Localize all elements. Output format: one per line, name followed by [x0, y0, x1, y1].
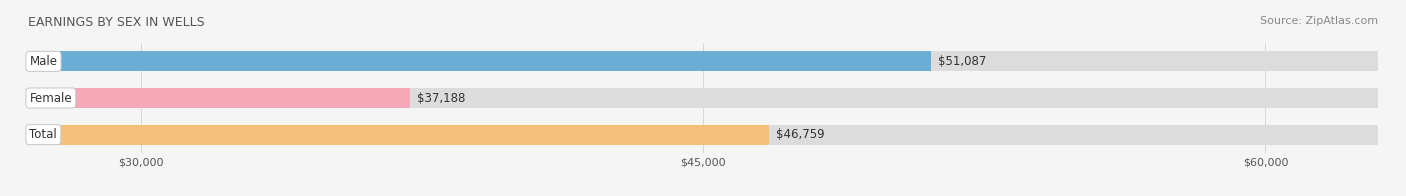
Text: $46,759: $46,759	[776, 128, 824, 141]
Bar	[28, 88, 1378, 108]
Text: $37,188: $37,188	[416, 92, 465, 104]
Bar	[28, 88, 411, 108]
Text: Male: Male	[30, 55, 58, 68]
Bar	[28, 51, 931, 72]
Text: Total: Total	[30, 128, 58, 141]
Bar	[28, 124, 1378, 145]
Text: Source: ZipAtlas.com: Source: ZipAtlas.com	[1260, 16, 1378, 26]
Bar	[28, 124, 769, 145]
Text: $51,087: $51,087	[938, 55, 987, 68]
Bar	[28, 51, 1378, 72]
Text: Female: Female	[30, 92, 72, 104]
Text: EARNINGS BY SEX IN WELLS: EARNINGS BY SEX IN WELLS	[28, 16, 205, 29]
